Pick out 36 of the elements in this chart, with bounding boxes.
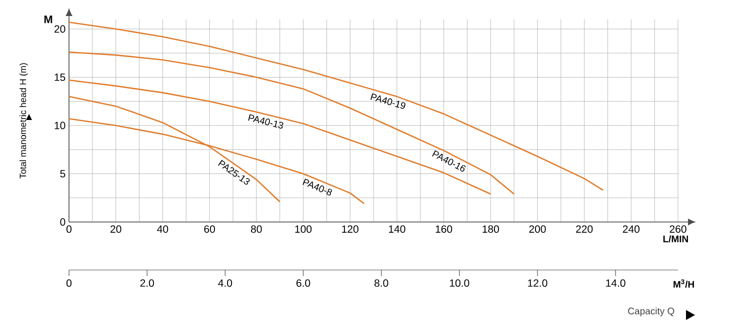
x-tick-label: 200 (529, 225, 546, 233)
x2-tick-label: 6.0 (296, 279, 310, 287)
x2-tick-label: 2.0 (140, 279, 154, 287)
x-tick-label: 220 (576, 225, 593, 233)
y-tick-label: 0 (60, 218, 66, 226)
y-tick-label: 15 (54, 74, 66, 81)
y-tick-label: 5 (60, 170, 66, 178)
line-series (68, 79, 492, 195)
x2-tick-label: 12.0 (528, 279, 548, 287)
y-tick-label: 10 (54, 122, 66, 130)
x2-tick-label: 0 (66, 279, 72, 287)
text: M (44, 16, 52, 24)
text: Capacity Q (628, 307, 674, 316)
x2-tick-label: 14.0 (606, 279, 626, 287)
x-tick-label: 160 (436, 225, 452, 233)
x2-tick-label: 10.0 (450, 279, 470, 287)
y-tick-label: 20 (54, 25, 66, 33)
x-tick-label: 20 (110, 225, 122, 233)
text: PA40-13 (248, 114, 284, 129)
x-tick-label: 80 (251, 225, 262, 233)
x-tick-label: 240 (622, 225, 640, 233)
x2-tick-label: 4.0 (218, 279, 232, 287)
x-tick-label: 40 (157, 225, 168, 233)
x2-tick-label: 8.0 (374, 279, 388, 287)
text: PA40-19 (370, 93, 406, 109)
y-axis-title: Total manometric head H (m) (20, 63, 28, 178)
x-tick-label: 260 (670, 225, 686, 233)
x-tick-label: 0 (66, 225, 72, 233)
x2-axis-title: M$^{3}$/H (674, 279, 694, 288)
x-axis-title: L/MIN (663, 235, 688, 242)
x-tick-label: 120 (342, 225, 358, 233)
x-tick-label: 180 (482, 225, 499, 233)
x-tick-label: 140 (388, 225, 406, 233)
x-tick-label: 60 (204, 225, 215, 233)
line-series (68, 52, 515, 195)
x-tick-label: 100 (295, 225, 312, 233)
